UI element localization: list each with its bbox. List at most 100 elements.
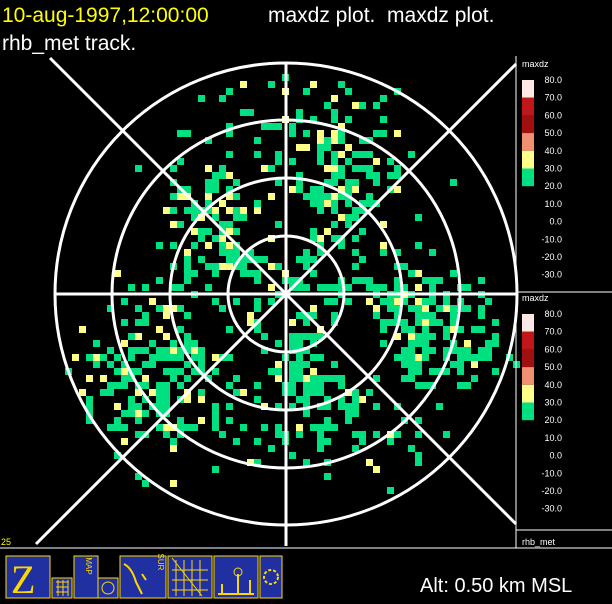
colorbar-label: 10.0	[544, 199, 562, 209]
echo-cell	[254, 207, 261, 214]
echo-cell	[331, 179, 338, 186]
echo-cell	[296, 375, 303, 382]
colorbar-label: 20.0	[544, 181, 562, 191]
echo-cell	[310, 382, 317, 389]
echo-cell	[121, 424, 128, 431]
echo-cell	[324, 102, 331, 109]
colorbar-label: 70.0	[544, 327, 562, 337]
colorbar-label: 70.0	[544, 93, 562, 103]
echo-cell	[345, 221, 352, 228]
echo-cell	[443, 333, 450, 340]
echo-cell	[107, 305, 114, 312]
echo-cell	[422, 340, 429, 347]
echo-cell	[268, 123, 275, 130]
echo-cell	[219, 242, 226, 249]
surface-icon	[123, 563, 147, 595]
echo-cell	[254, 256, 261, 263]
echo-cell	[163, 354, 170, 361]
map-button[interactable]	[73, 555, 99, 599]
echo-cell	[303, 249, 310, 256]
timestamp: 10-aug-1997,12:00:00	[2, 4, 209, 27]
echo-cell	[317, 207, 324, 214]
echo-cell	[415, 368, 422, 375]
echo-cell	[289, 333, 296, 340]
echo-cell	[79, 326, 86, 333]
echo-cell	[289, 158, 296, 165]
echo-cell	[163, 305, 170, 312]
echo-cell	[254, 396, 261, 403]
grid-button[interactable]	[51, 577, 73, 599]
echo-cell	[275, 403, 282, 410]
colorbar-label: 0.0	[549, 217, 562, 227]
colorbar-swatch	[522, 402, 534, 421]
echo-cell	[429, 298, 436, 305]
echo-cell	[422, 312, 429, 319]
rhi-button[interactable]	[167, 555, 213, 599]
echo-cell	[233, 207, 240, 214]
circle-icon	[101, 581, 115, 595]
echo-cell	[114, 424, 121, 431]
echo-cell	[254, 326, 261, 333]
echo-cell	[296, 354, 303, 361]
echo-cell	[296, 396, 303, 403]
echo-cell	[352, 214, 359, 221]
echo-cell	[268, 263, 275, 270]
echo-cell	[240, 214, 247, 221]
echo-cell	[93, 361, 100, 368]
echo-cell	[331, 151, 338, 158]
echo-cell	[100, 389, 107, 396]
settings-button[interactable]	[259, 555, 283, 599]
colorbar-label: 60.0	[544, 110, 562, 120]
echo-cell	[408, 368, 415, 375]
echo-cell	[198, 235, 205, 242]
echo-cell	[247, 312, 254, 319]
echo-cell	[317, 375, 324, 382]
echo-cell	[317, 389, 324, 396]
echo-cell	[163, 333, 170, 340]
echo-cell	[310, 340, 317, 347]
echo-cell	[303, 263, 310, 270]
echo-cell	[338, 137, 345, 144]
echo-cell	[121, 382, 128, 389]
echo-cell	[443, 431, 450, 438]
echo-cell	[387, 305, 394, 312]
colorbar-label: -30.0	[541, 270, 562, 280]
echo-cell	[275, 158, 282, 165]
echo-cell	[184, 249, 191, 256]
echo-cell	[317, 445, 324, 452]
echo-cell	[359, 438, 366, 445]
echo-cell	[352, 102, 359, 109]
echo-cell	[422, 277, 429, 284]
echo-cell	[135, 389, 142, 396]
echo-cell	[422, 305, 429, 312]
echo-cell	[352, 410, 359, 417]
echo-cell	[303, 459, 310, 466]
echo-cell	[142, 375, 149, 382]
colorbar-title: maxdz	[522, 59, 549, 69]
echo-cell	[317, 193, 324, 200]
echo-cell	[177, 158, 184, 165]
echo-cell	[177, 193, 184, 200]
zoom-button[interactable]	[5, 555, 51, 599]
echo-cell	[93, 354, 100, 361]
echo-cell	[345, 403, 352, 410]
colorbar-label: 0.0	[549, 451, 562, 461]
echo-cell	[254, 305, 261, 312]
echo-cell	[345, 179, 352, 186]
echo-cell	[142, 312, 149, 319]
circle-button[interactable]	[97, 577, 119, 599]
settings-icon	[263, 569, 279, 585]
echo-cell	[121, 410, 128, 417]
echo-cell	[177, 382, 184, 389]
echo-cell	[380, 284, 387, 291]
echo-cell	[177, 326, 184, 333]
echo-cell	[128, 284, 135, 291]
echo-cell	[324, 137, 331, 144]
echo-cell	[275, 340, 282, 347]
echo-cell	[226, 417, 233, 424]
echo-cell	[135, 368, 142, 375]
echo-cell	[198, 95, 205, 102]
echo-cell	[429, 333, 436, 340]
echo-cell	[212, 417, 219, 424]
vertical-button[interactable]	[213, 555, 259, 599]
